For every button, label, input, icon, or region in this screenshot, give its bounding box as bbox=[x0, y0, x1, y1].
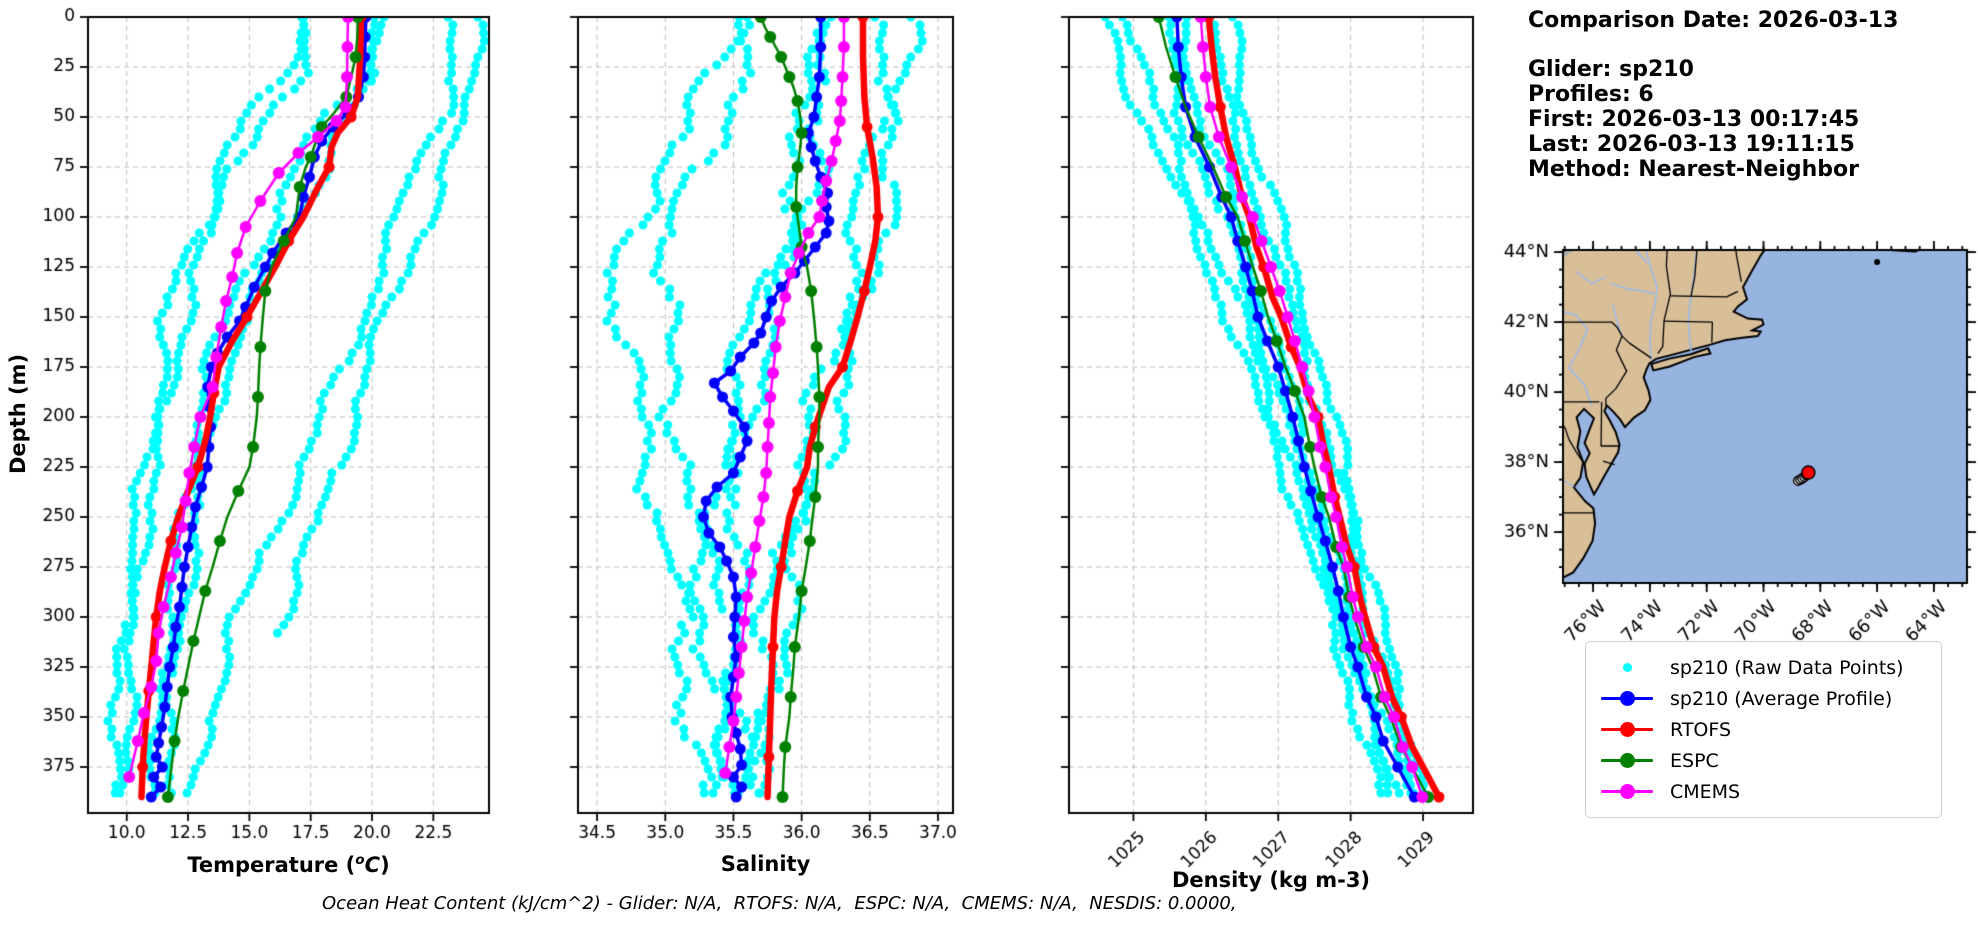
legend-item-cmems: CMEMS bbox=[1596, 776, 1933, 807]
legend-item-average-profile: sp210 (Average Profile) bbox=[1596, 683, 1933, 714]
comparison-date: Comparison Date: 2026-03-13 bbox=[1528, 8, 1899, 33]
raw-data-marker-icon bbox=[1596, 663, 1658, 672]
degree-superscript: o bbox=[355, 852, 365, 868]
first-profile-time-line: First: 2026-03-13 00:17:45 bbox=[1528, 107, 1860, 132]
spacer bbox=[1528, 33, 1968, 57]
salinity-axis-label: Salinity bbox=[720, 852, 811, 876]
espc-marker-icon bbox=[1596, 753, 1658, 768]
legend-item-raw-data: sp210 (Raw Data Points) bbox=[1596, 652, 1933, 683]
method-line: Method: Nearest-Neighbor bbox=[1528, 157, 1859, 182]
legend-item-espc: ESPC bbox=[1596, 745, 1933, 776]
temperature-axis-label: Temperature (oC) bbox=[88, 852, 489, 877]
average-profile-marker-icon bbox=[1596, 691, 1658, 706]
legend-label: CMEMS bbox=[1670, 780, 1741, 803]
info-block: Comparison Date: 2026-03-13 Glider: sp21… bbox=[1528, 8, 1968, 182]
legend-label: RTOFS bbox=[1670, 718, 1732, 741]
legend-label: ESPC bbox=[1670, 749, 1719, 772]
ocean-heat-content-footnote: Ocean Heat Content (kJ/cm^2) - Glider: N… bbox=[322, 893, 1237, 914]
legend-label: sp210 (Raw Data Points) bbox=[1670, 656, 1904, 679]
rtofs-marker-icon bbox=[1596, 722, 1658, 737]
legend-item-rtofs: RTOFS bbox=[1596, 714, 1933, 745]
last-profile-time-line: Last: 2026-03-13 19:11:15 bbox=[1528, 132, 1855, 157]
legend-label: sp210 (Average Profile) bbox=[1670, 687, 1893, 710]
cmems-marker-icon bbox=[1596, 784, 1658, 799]
profiles-count-line: Profiles: 6 bbox=[1528, 82, 1654, 107]
depth-axis-label: Depth (m) bbox=[6, 353, 30, 475]
legend: sp210 (Raw Data Points) sp210 (Average P… bbox=[1585, 641, 1942, 818]
temperature-axis-label-close: ) bbox=[380, 853, 390, 877]
density-axis-label: Density (kg m-3) bbox=[1171, 868, 1371, 892]
temperature-axis-label-text: Temperature ( bbox=[187, 853, 356, 877]
celsius-char: C bbox=[364, 853, 381, 877]
glider-name-line: Glider: sp210 bbox=[1528, 57, 1694, 82]
